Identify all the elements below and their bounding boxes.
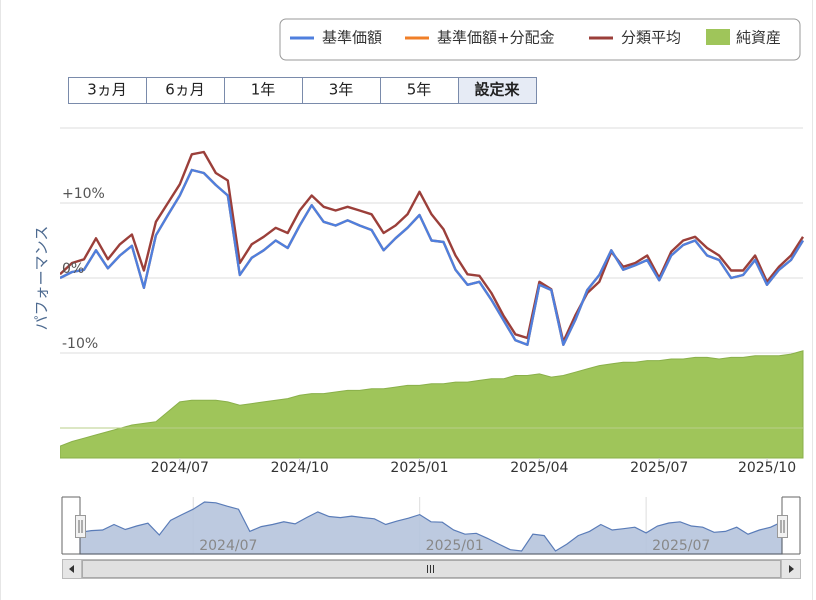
range-button-label: 設定来 bbox=[474, 81, 520, 99]
navigator-label: 2025/01 bbox=[426, 538, 484, 554]
navigator-handle[interactable] bbox=[75, 515, 86, 538]
x-tick-label: 2025/01 bbox=[390, 460, 448, 476]
x-tick-label: 2024/07 bbox=[151, 460, 209, 476]
navigator-frame bbox=[61, 496, 801, 555]
x-tick-label: 2025/04 bbox=[510, 460, 568, 476]
x-tick-label: 2024/10 bbox=[271, 460, 329, 476]
range-button-label: 1年 bbox=[251, 81, 276, 99]
range-button[interactable] bbox=[380, 77, 459, 104]
scrollbar-thumb[interactable] bbox=[82, 560, 781, 578]
scrollbar bbox=[62, 559, 801, 579]
navigator: 2024/07 2025/01 2025/07 bbox=[62, 497, 800, 555]
arrow-left bbox=[69, 565, 74, 573]
arrow-right bbox=[789, 565, 794, 573]
y-tick-label: -10% bbox=[62, 336, 98, 352]
y-tick-label: 0% bbox=[62, 261, 84, 277]
line bbox=[60, 150, 804, 343]
legend-label: 純資産 bbox=[736, 29, 781, 47]
range-button[interactable] bbox=[458, 77, 537, 104]
area bbox=[60, 350, 804, 459]
legend-item[interactable]: 基準価額 bbox=[290, 29, 382, 47]
navigator-handle[interactable] bbox=[777, 515, 788, 538]
legend-box bbox=[279, 18, 801, 61]
navigator-label: 2025/07 bbox=[652, 538, 710, 554]
range-button[interactable] bbox=[224, 77, 303, 104]
range-buttons: 3ヵ月 6ヵ月 1年 3年 5年 設定来 bbox=[68, 77, 537, 104]
y-axis: +10% 0% -10% bbox=[62, 186, 105, 352]
navigator-label: 2024/07 bbox=[199, 538, 257, 554]
range-button-label: 5年 bbox=[407, 81, 432, 99]
legend-item[interactable]: 純資産 bbox=[706, 29, 781, 47]
legend-item[interactable]: 分類平均 bbox=[589, 29, 681, 47]
legend-label: 基準価額 bbox=[322, 29, 382, 47]
plot-area bbox=[60, 150, 804, 459]
legend-symbol bbox=[706, 29, 730, 45]
y-axis-title: パフォーマンス bbox=[33, 226, 51, 331]
range-button[interactable] bbox=[146, 77, 225, 104]
x-tick-label: 2025/07 bbox=[630, 460, 688, 476]
legend: 基準価額 基準価額+分配金 分類平均 純資産 bbox=[290, 29, 781, 47]
x-tick-label: 2025/10 bbox=[738, 460, 796, 476]
navigator-area bbox=[79, 501, 783, 555]
range-button-label: 3年 bbox=[329, 81, 354, 99]
range-button-label: 6ヵ月 bbox=[165, 81, 205, 99]
range-button-label: 3ヵ月 bbox=[87, 81, 127, 99]
legend-label: 分類平均 bbox=[621, 29, 681, 47]
legend-label: 基準価額+分配金 bbox=[437, 29, 555, 47]
y-tick-label: +10% bbox=[62, 186, 105, 202]
x-axis: 2024/07 2024/10 2025/01 2025/04 2025/07 2025/… bbox=[151, 458, 796, 476]
line bbox=[60, 168, 804, 346]
range-button[interactable] bbox=[302, 77, 381, 104]
legend-item[interactable]: 基準価額+分配金 bbox=[405, 29, 555, 47]
